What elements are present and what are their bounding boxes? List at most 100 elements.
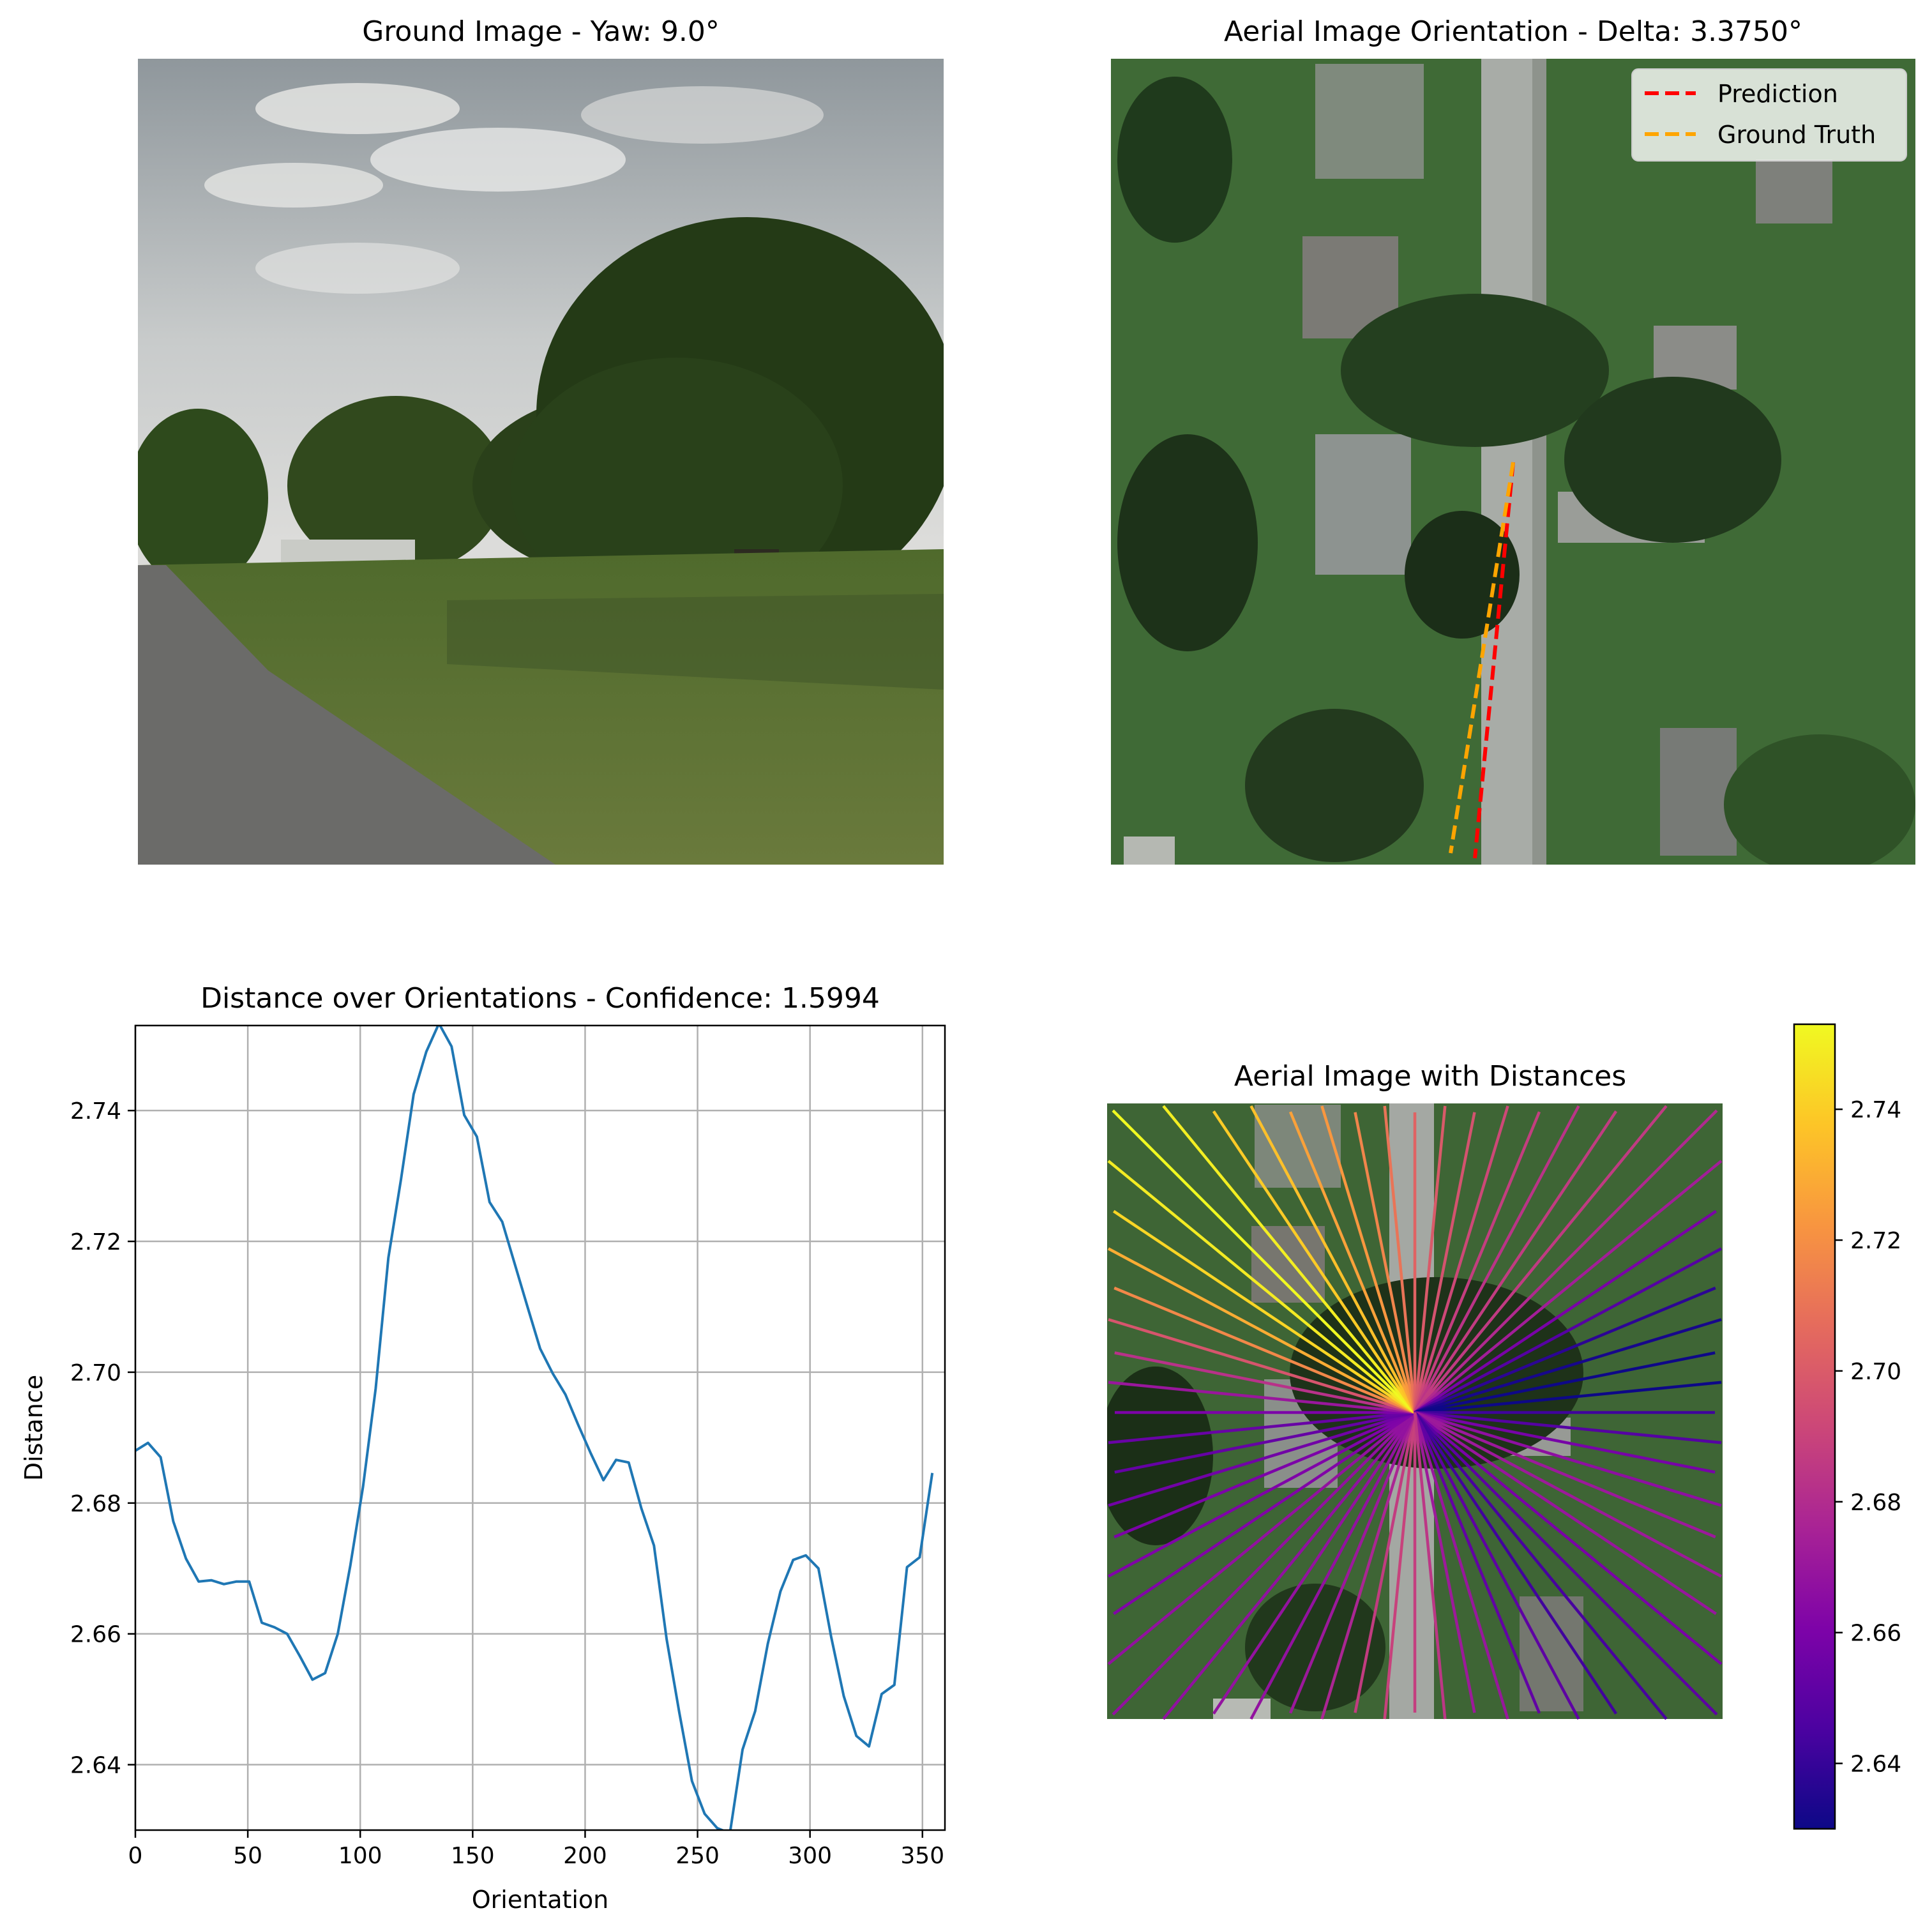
radial-distance-line	[1113, 1411, 1416, 1616]
colorbar: 2.64 2.66 2.68 2.70 2.72 2.74	[1793, 1023, 1901, 1830]
y-tick-label: 2.68	[70, 1491, 121, 1517]
radial-distance-line	[1414, 1110, 1618, 1414]
colorbar-tick-label: 2.74	[1850, 1097, 1901, 1123]
x-tick-label: 100	[338, 1843, 382, 1869]
aerial-satellite-image	[1111, 59, 1915, 865]
legend: Prediction Ground Truth	[1631, 68, 1907, 162]
colorbar-ticks: 2.64 2.66 2.68 2.70 2.72 2.74	[1835, 1097, 1901, 1778]
radial-distance-line	[1414, 1209, 1717, 1414]
radial-distance-line	[1414, 1411, 1668, 1720]
distance-plot-panel: Distance over Orientations - Confidence:…	[20, 982, 946, 1914]
prediction-line	[1473, 462, 1515, 859]
radial-distance-line	[1162, 1105, 1416, 1414]
radial-distance-line	[1108, 1411, 1415, 1444]
colorbar-tick-label: 2.64	[1850, 1752, 1901, 1778]
orientation-lines	[1449, 462, 1515, 859]
radial-distance-line	[1212, 1411, 1416, 1715]
radial-distance-line	[1108, 1318, 1415, 1414]
radial-distance-line	[1414, 1411, 1723, 1665]
plot-frame	[134, 1024, 946, 1831]
radial-distance-line	[1414, 1411, 1716, 1474]
ground-street-photo	[138, 59, 944, 865]
radial-distance-line	[1414, 1160, 1723, 1414]
radial-distance-line	[1288, 1111, 1417, 1413]
radial-distance-line	[1383, 1412, 1417, 1720]
ground-truth-line	[1449, 462, 1515, 854]
radial-distance-line	[1108, 1411, 1415, 1507]
y-tick-label: 2.64	[70, 1753, 121, 1779]
radial-distance-line	[1107, 1411, 1416, 1578]
ground-image-title: Ground Image - Yaw: 9.0°	[362, 15, 720, 48]
radial-distance-line	[1414, 1411, 1718, 1716]
radial-distance-line	[1413, 1412, 1509, 1720]
x-tick-label: 350	[900, 1843, 944, 1869]
radial-distance-line	[1414, 1411, 1722, 1507]
radial-distance-line	[1414, 1109, 1718, 1414]
radial-distance-line	[1414, 1411, 1618, 1715]
radial-distance-line	[1414, 1411, 1722, 1444]
radial-distance-line	[1249, 1411, 1416, 1720]
radial-distance-line	[1414, 1105, 1668, 1414]
legend-ground-truth-label: Ground Truth	[1717, 121, 1876, 149]
ground-image-panel: Ground Image - Yaw: 9.0°	[138, 15, 944, 865]
radial-distance-line	[1413, 1105, 1447, 1413]
y-tick-label: 2.66	[70, 1622, 121, 1648]
legend-prediction-label: Prediction	[1717, 80, 1838, 108]
colorbar-tick-label: 2.66	[1850, 1621, 1901, 1647]
radial-distance-line	[1383, 1105, 1417, 1413]
radial-distance-line	[1413, 1412, 1447, 1720]
radial-distance-line	[1114, 1351, 1415, 1414]
radial-distance-line	[1112, 1411, 1416, 1716]
distance-series-line	[135, 1026, 934, 1830]
radial-distance-line	[1113, 1209, 1416, 1414]
y-tick-label: 2.74	[70, 1098, 121, 1125]
y-axis-ticks: 2.64 2.66 2.68 2.70 2.72 2.74	[70, 1098, 135, 1779]
radial-distance-line	[1249, 1105, 1416, 1414]
radial-distance-line	[1113, 1286, 1415, 1414]
radial-distance-line	[1320, 1412, 1417, 1720]
x-tick-label: 300	[788, 1843, 832, 1869]
radial-distance-line	[1413, 1412, 1541, 1714]
radial-distance-line	[1414, 1247, 1723, 1414]
colorbar-tick-label: 2.70	[1850, 1359, 1901, 1385]
x-tick-label: 200	[563, 1843, 607, 1869]
y-tick-label: 2.70	[70, 1360, 121, 1386]
radial-distance-line	[1414, 1105, 1580, 1414]
aerial-distances-panel: Aerial Image with Distances 2.64 2.66 2.68…	[1107, 1023, 1901, 1830]
radial-distance-line	[1108, 1381, 1415, 1414]
radial-distance-line	[1162, 1411, 1416, 1720]
radial-distance-line	[1413, 1105, 1509, 1413]
colorbar-gradient	[1793, 1023, 1836, 1830]
radial-distance-line	[1414, 1411, 1580, 1720]
radial-distance-line	[1114, 1411, 1415, 1474]
radial-distance-line	[1414, 1351, 1716, 1414]
radial-distance-line	[1320, 1105, 1417, 1413]
radial-distance-line	[1413, 1412, 1476, 1713]
aerial-orientation-title: Aerial Image Orientation - Delta: 3.3750…	[1224, 15, 1802, 48]
x-tick-label: 50	[233, 1843, 262, 1869]
radial-distance-line	[1107, 1160, 1416, 1414]
radial-distance-line	[1413, 1111, 1541, 1413]
y-axis-label: Distance	[20, 1375, 48, 1481]
radial-distance-line	[1414, 1411, 1723, 1578]
aerial-distances-title: Aerial Image with Distances	[1234, 1060, 1626, 1093]
radial-distance-line	[1107, 1247, 1416, 1414]
radial-distance-line	[1107, 1411, 1416, 1665]
y-tick-label: 2.72	[70, 1229, 121, 1255]
radial-distance-line	[1288, 1412, 1417, 1714]
colorbar-tick-label: 2.72	[1850, 1228, 1901, 1254]
radial-distance-lines	[1107, 1105, 1723, 1720]
radial-distance-line	[1414, 1411, 1716, 1539]
radial-distance-line	[1414, 1318, 1722, 1414]
radial-distance-line	[1212, 1110, 1416, 1414]
radial-distance-line	[1414, 1286, 1716, 1414]
plot-grid	[134, 1026, 945, 1830]
aerial-orientation-panel: Aerial Image Orientation - Delta: 3.3750…	[1111, 15, 1915, 865]
radial-distance-line	[1112, 1109, 1416, 1414]
radial-distance-line	[1354, 1412, 1417, 1713]
radial-distance-line	[1414, 1411, 1717, 1616]
x-tick-label: 150	[451, 1843, 495, 1869]
plot-line-group	[135, 1026, 934, 1830]
radial-distance-line	[1414, 1381, 1722, 1414]
